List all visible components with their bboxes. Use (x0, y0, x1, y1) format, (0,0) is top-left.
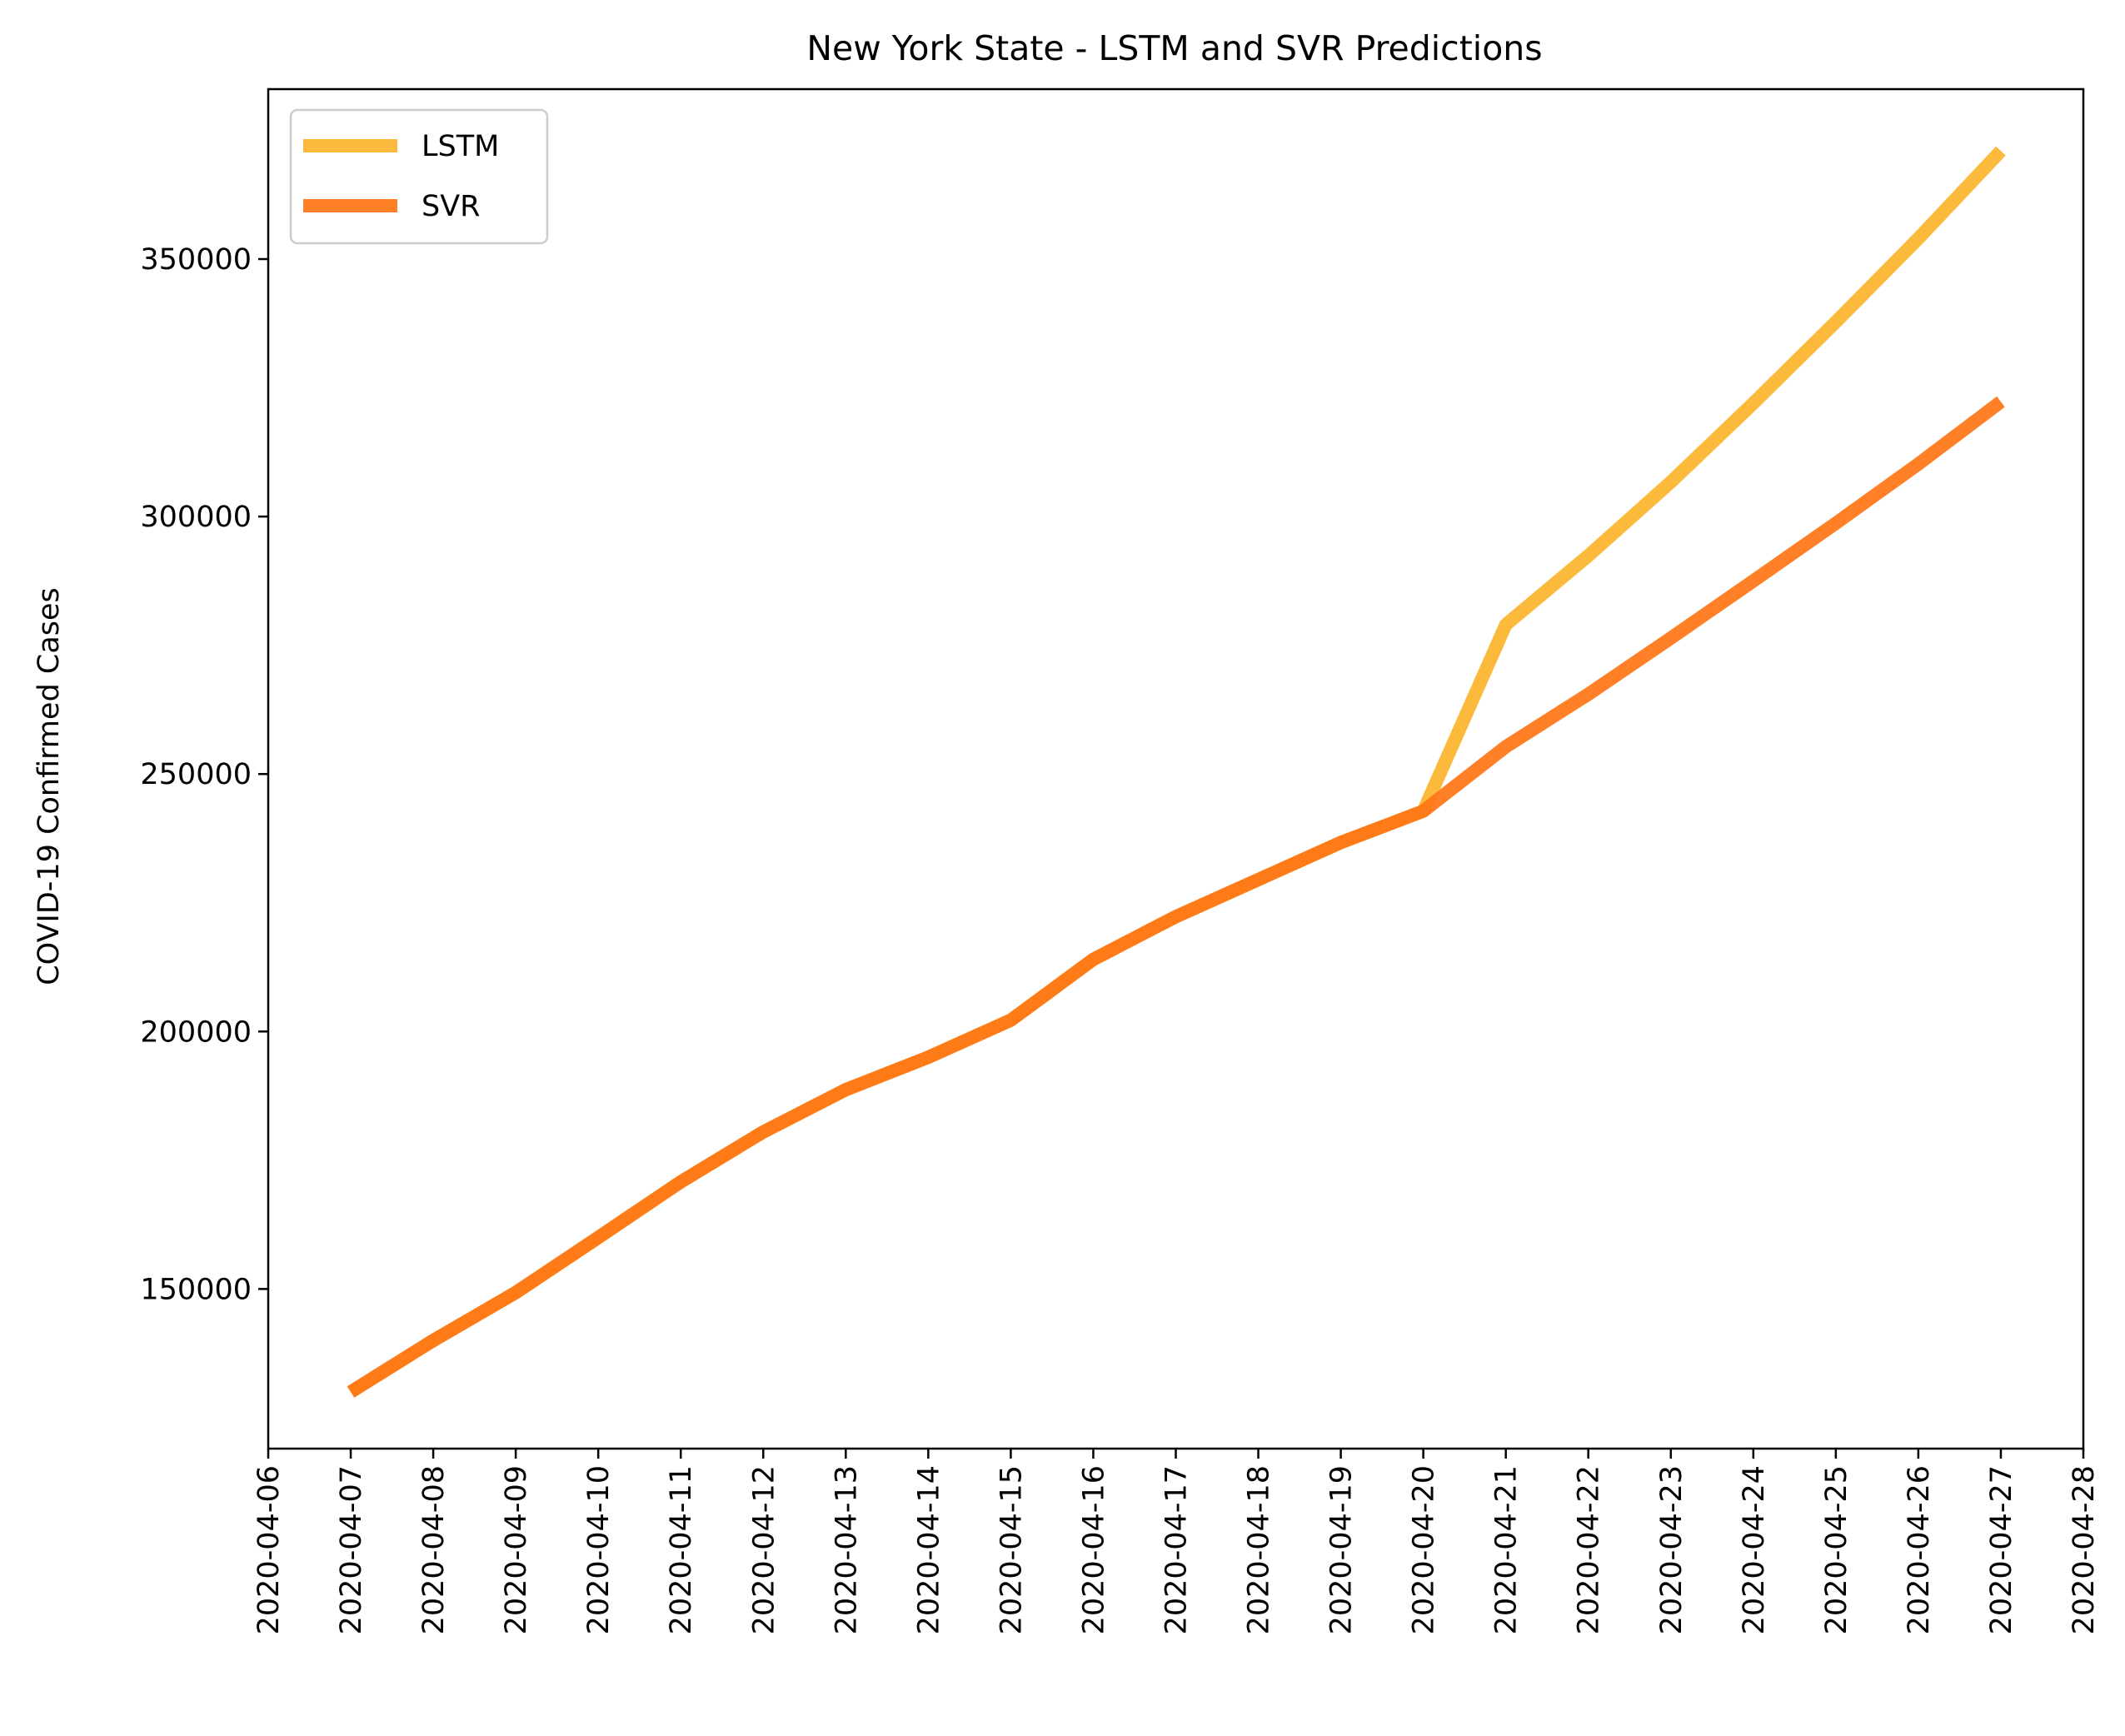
legend-box (289, 108, 549, 245)
data-point-svr (1588, 694, 1589, 695)
y-tick-label: 150000 (140, 1273, 252, 1306)
x-tick-label: 2020-04-17 (1160, 1465, 1194, 1634)
x-tick-label: 2020-04-23 (1655, 1465, 1689, 1634)
x-tick-label: 2020-04-19 (1325, 1465, 1359, 1634)
series-line-svr (347, 396, 2005, 1398)
x-tick-label: 2020-04-11 (665, 1465, 698, 1634)
data-point-svr (598, 1237, 599, 1238)
data-point-lstm (1505, 624, 1506, 625)
data-point-svr (1505, 746, 1506, 747)
legend: LSTM SVR (289, 108, 549, 245)
plot-frame (267, 87, 2085, 1450)
x-tick-label: 2020-04-14 (912, 1465, 945, 1634)
x-tick-label: 2020-04-16 (1077, 1465, 1110, 1634)
data-point-svr (1175, 916, 1176, 917)
x-tick-label: 2020-04-27 (1985, 1465, 2018, 1634)
y-tick-label: 350000 (140, 243, 252, 277)
data-point-svr (1670, 637, 1671, 638)
data-point-svr (1835, 523, 1836, 524)
y-tick-label: 200000 (140, 1015, 252, 1049)
chart-title: New York State - LSTM and SVR Prediction… (806, 28, 1542, 68)
x-tick-label: 2020-04-08 (417, 1465, 451, 1634)
x-tick-label: 2020-04-28 (2068, 1465, 2101, 1634)
data-point-svr (433, 1340, 434, 1341)
x-tick-label: 2020-04-26 (1903, 1465, 1936, 1634)
y-axis-label: COVID-19 Confirmed Cases (32, 587, 66, 985)
x-tick-label: 2020-04-20 (1408, 1465, 1441, 1634)
data-point-svr (351, 1392, 352, 1393)
x-tick-label: 2020-04-18 (1243, 1465, 1276, 1634)
x-tick-label: 2020-04-25 (1820, 1465, 1853, 1634)
y-axis-ticks: 150000 200000 250000 300000 350000 (140, 243, 268, 1306)
data-point-svr (1093, 959, 1094, 960)
x-tick-label: 2020-04-07 (335, 1465, 368, 1634)
x-tick-label: 2020-04-12 (747, 1465, 781, 1634)
data-point-lstm (1670, 481, 1671, 482)
data-point-lstm (2000, 151, 2001, 152)
x-tick-label: 2020-04-24 (1738, 1465, 1771, 1634)
data-point-svr (763, 1131, 764, 1132)
data-point-svr (1340, 842, 1341, 843)
x-tick-label: 2020-04-09 (500, 1465, 533, 1634)
x-tick-label: 2020-04-10 (582, 1465, 616, 1634)
data-point-svr (928, 1057, 929, 1058)
legend-label-lstm: LSTM (422, 130, 499, 163)
y-tick-label: 300000 (140, 501, 252, 534)
data-point-svr (1258, 879, 1259, 880)
x-tick-label: 2020-04-13 (830, 1465, 863, 1634)
y-tick-label: 250000 (140, 758, 252, 791)
x-axis-ticks: 2020-04-06 2020-04-07 2020-04-08 2020-04-09… (252, 1449, 2101, 1634)
legend-label-svr: SVR (422, 190, 480, 223)
series-layer (347, 146, 2006, 1398)
x-tick-label: 2020-04-15 (995, 1465, 1028, 1634)
x-tick-label: 2020-04-06 (252, 1465, 286, 1634)
x-tick-label: 2020-04-22 (1573, 1465, 1606, 1634)
x-tick-label: 2020-04-21 (1490, 1465, 1524, 1634)
